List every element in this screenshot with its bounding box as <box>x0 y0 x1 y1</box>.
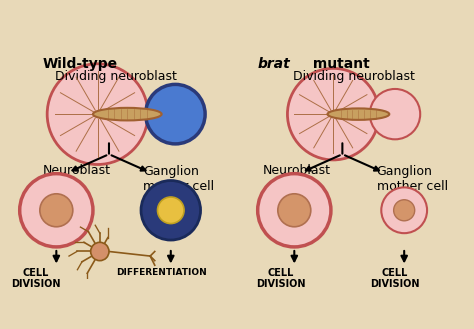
Circle shape <box>146 84 205 144</box>
Circle shape <box>157 197 184 224</box>
Text: Wild-type: Wild-type <box>43 57 118 71</box>
Circle shape <box>91 242 109 261</box>
Text: CELL
DIVISION: CELL DIVISION <box>11 267 61 289</box>
Text: Dividing neuroblast: Dividing neuroblast <box>55 69 177 83</box>
Circle shape <box>40 194 73 227</box>
Text: Ganglion
mother cell: Ganglion mother cell <box>143 164 214 192</box>
Circle shape <box>141 181 201 240</box>
Text: Neuroblast: Neuroblast <box>262 164 330 178</box>
Circle shape <box>370 89 420 139</box>
Circle shape <box>287 68 379 160</box>
Text: CELL
DIVISION: CELL DIVISION <box>256 267 305 289</box>
Text: Dividing neuroblast: Dividing neuroblast <box>293 69 415 83</box>
Circle shape <box>393 200 415 221</box>
Circle shape <box>278 194 311 227</box>
Text: DIFFERENTIATION: DIFFERENTIATION <box>116 267 207 276</box>
Text: Ganglion
mother cell: Ganglion mother cell <box>377 164 448 192</box>
Circle shape <box>381 188 427 233</box>
Text: Neuroblast: Neuroblast <box>43 164 110 178</box>
Text: brat: brat <box>258 57 291 71</box>
Circle shape <box>20 174 93 247</box>
Ellipse shape <box>328 109 389 120</box>
Ellipse shape <box>93 108 162 120</box>
Circle shape <box>47 64 148 164</box>
Circle shape <box>258 174 331 247</box>
Text: mutant: mutant <box>308 57 370 71</box>
Text: CELL
DIVISION: CELL DIVISION <box>370 267 420 289</box>
